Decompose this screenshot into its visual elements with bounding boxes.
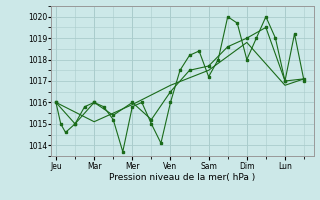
X-axis label: Pression niveau de la mer( hPa ): Pression niveau de la mer( hPa ) — [109, 173, 256, 182]
